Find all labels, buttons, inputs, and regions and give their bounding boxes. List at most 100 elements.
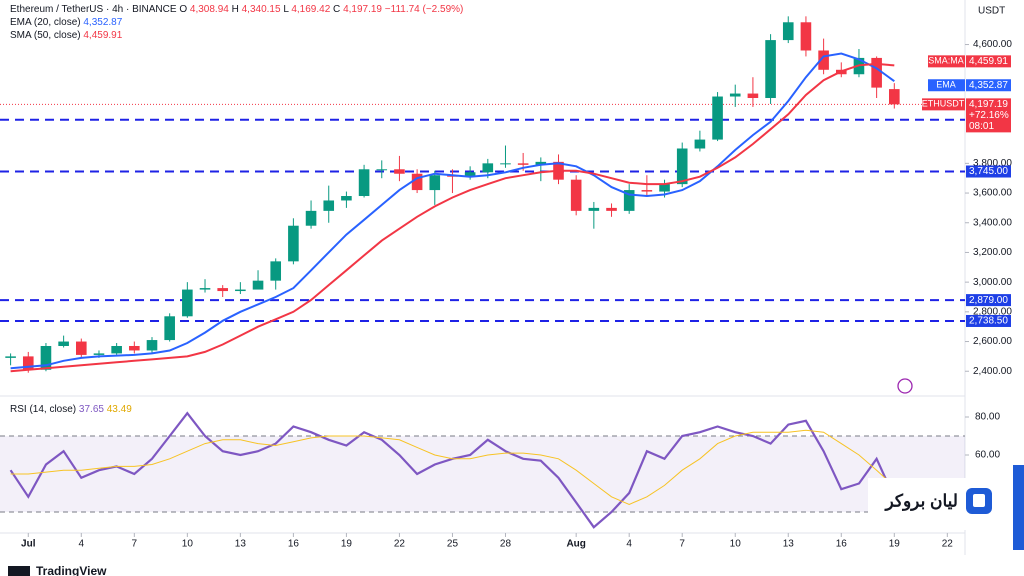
ohlc-value: 4,308.94 — [190, 4, 229, 15]
indicator-value: 4,352.87 — [83, 17, 122, 28]
ohlc-label: L — [283, 4, 289, 15]
x-tick-label: 25 — [447, 539, 459, 550]
indicator-line — [10, 52, 895, 370]
candle — [358, 164, 370, 198]
x-tick-label: 7 — [132, 539, 138, 550]
last-tag-change: +72.16% — [969, 110, 1009, 121]
candle — [889, 83, 900, 109]
y-tick-label: 3,800.00 — [973, 158, 1012, 169]
candle — [111, 343, 122, 355]
candle — [341, 191, 352, 208]
candle-body — [305, 210, 317, 226]
candle — [676, 142, 688, 188]
x-tick-label: 22 — [394, 539, 406, 550]
last-tag-countdown: 08:01 — [969, 121, 994, 132]
indicator-legend: EMA (20, close) 4,352.87 — [10, 17, 123, 28]
candle-body — [818, 50, 829, 70]
candle — [712, 92, 723, 142]
rsi-title: RSI (14, close) — [10, 404, 76, 415]
ohlc-value: 4,169.42 — [291, 4, 330, 15]
x-tick-label: 22 — [942, 539, 954, 550]
indicator-value: 4,459.91 — [83, 30, 122, 41]
candle-body — [535, 161, 547, 165]
candle — [58, 335, 69, 348]
brand-icon — [8, 566, 30, 576]
line-tag-name: SMA:MA — [928, 56, 964, 66]
candle-body — [623, 190, 635, 211]
candle-body — [58, 341, 69, 346]
candle-body — [482, 163, 494, 173]
level-tag-label: 2,738.50 — [969, 316, 1008, 327]
x-tick-label: 28 — [500, 539, 512, 550]
candle — [75, 338, 87, 358]
x-tick-label: 19 — [341, 539, 353, 550]
x-tick-label: 16 — [288, 539, 300, 550]
candle-body — [129, 345, 140, 351]
x-tick-label: 10 — [182, 539, 194, 550]
candle-body — [111, 345, 122, 354]
candle-body — [217, 288, 228, 292]
candle — [800, 16, 812, 57]
candle-body — [164, 316, 175, 341]
line-tag — [928, 79, 965, 92]
last-tag-name: ETHUSDT — [922, 99, 965, 109]
ohlc-label: C — [333, 4, 340, 15]
watermark: لیان بروکر — [884, 491, 959, 511]
level-tag — [966, 294, 1011, 307]
candle — [765, 34, 776, 104]
line-tag-name: EMA — [936, 80, 956, 90]
candle — [5, 353, 16, 366]
candle-body — [464, 172, 476, 177]
candle-body — [500, 163, 511, 165]
candle — [164, 313, 175, 342]
candle-body — [323, 200, 335, 211]
last-tag-value: 4,197.19 — [969, 99, 1008, 110]
logo-icon-inner — [973, 494, 985, 507]
indicator-legend: SMA (50, close) 4,459.91 — [10, 30, 123, 41]
candle — [235, 282, 246, 295]
x-tick-label: 10 — [730, 539, 742, 550]
last-tag — [922, 98, 965, 111]
candle — [288, 218, 299, 265]
y-tick-label: 3,000.00 — [973, 277, 1012, 288]
candle-body — [517, 163, 529, 165]
candle — [411, 169, 423, 194]
candle — [570, 175, 582, 216]
y-tick-label: 2,400.00 — [973, 366, 1012, 377]
candle — [606, 203, 617, 217]
line-tag-value: 4,352.87 — [969, 80, 1008, 91]
candle — [252, 270, 264, 290]
indicator-line — [10, 62, 895, 373]
candle-body — [22, 356, 34, 370]
indicator-name: EMA (20, close) — [10, 17, 81, 28]
candle-body — [358, 169, 370, 197]
candle — [623, 184, 635, 214]
candle-body — [641, 190, 653, 192]
x-tick-label: 13 — [783, 539, 795, 550]
logo-bar — [1013, 465, 1024, 550]
candle-body — [182, 289, 193, 317]
candle — [217, 285, 228, 297]
ohlc-value: 4,340.15 — [242, 4, 281, 15]
candle-body — [871, 57, 882, 88]
ohlc-label: O — [179, 4, 187, 15]
candle — [782, 16, 794, 44]
header: Ethereum / TetherUS · 4h · BINANCE O 4,3… — [10, 4, 463, 15]
candle-body — [376, 169, 388, 171]
candle-body — [75, 341, 87, 355]
y-tick-label: 2,600.00 — [973, 336, 1012, 347]
candle-body — [288, 225, 299, 262]
candle — [429, 170, 441, 205]
x-tick-label: 13 — [235, 539, 247, 550]
change: −111.74 (−2.59%) — [385, 4, 464, 15]
logo: لیان بروکر — [868, 465, 1024, 550]
symbol: Ethereum / TetherUS · 4h · BINANCE — [10, 4, 177, 15]
candle-body — [588, 207, 600, 211]
candle-body — [411, 173, 423, 191]
candle-body — [5, 356, 16, 358]
candle-body — [429, 175, 441, 191]
x-tick-label: 4 — [626, 539, 632, 550]
candle-body — [394, 169, 405, 174]
candle — [694, 130, 706, 152]
